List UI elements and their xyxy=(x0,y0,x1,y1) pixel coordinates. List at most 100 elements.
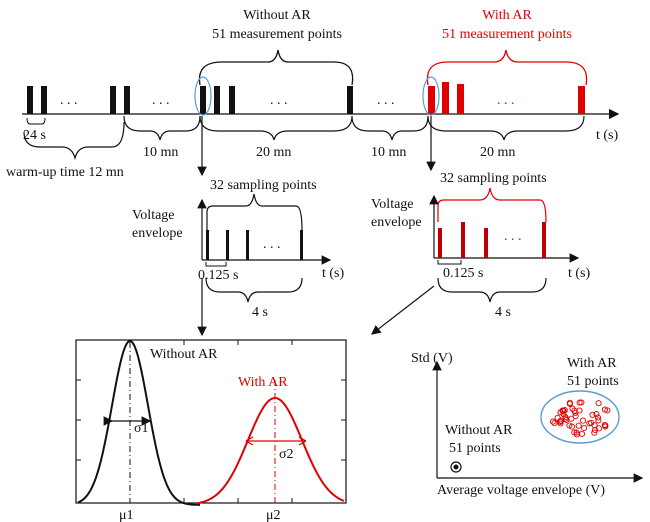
sample-bar xyxy=(246,230,249,260)
without-ar-cluster-title: Without AR xyxy=(445,423,513,438)
with-ar-curve-label: With AR xyxy=(238,375,288,390)
scatter-point xyxy=(573,431,580,438)
without-ar-title: Without AR xyxy=(243,8,311,23)
scatter-point xyxy=(572,413,579,420)
sample-bar xyxy=(438,228,442,258)
without-ar-cluster-points: 51 points xyxy=(449,441,501,456)
scatter-point xyxy=(591,422,598,429)
without-ar-brace xyxy=(198,49,354,86)
with-ar-brace xyxy=(426,49,588,86)
scatter-point xyxy=(575,422,582,429)
interval-24s-bracket xyxy=(26,117,46,125)
pulse xyxy=(347,86,353,114)
scatter-xlabel: Average voltage envelope (V) xyxy=(437,483,605,498)
right-interval: 0.125 s xyxy=(443,266,483,281)
scatter-point xyxy=(566,399,573,406)
pulse xyxy=(200,86,206,114)
scatter-point xyxy=(559,407,566,414)
pulse xyxy=(27,86,33,114)
ellipsis: . . . xyxy=(504,229,522,244)
pulse xyxy=(428,86,435,114)
ellipsis: . . . xyxy=(152,93,170,108)
pulse xyxy=(578,86,585,114)
gap1-brace xyxy=(123,115,201,141)
scatter-point xyxy=(557,418,564,425)
with-ar-cluster-ellipse xyxy=(540,390,620,444)
without-ar-pulses xyxy=(200,86,353,114)
right-ylabel-2: envelope xyxy=(371,215,422,230)
ellipsis: . . . xyxy=(377,93,395,108)
scatter-point xyxy=(578,399,585,406)
left-interval-bracket xyxy=(205,262,227,267)
without-ar-gaussian xyxy=(77,339,200,506)
dur2-brace xyxy=(427,115,585,141)
without-ar-cluster-ring xyxy=(450,461,462,473)
scatter-point xyxy=(601,406,608,413)
right-xlabel: t (s) xyxy=(568,266,591,281)
ellipsis: . . . xyxy=(497,93,515,108)
with-ar-cluster-title: With AR xyxy=(567,356,617,371)
ellipsis: . . . xyxy=(60,93,78,108)
first-pulse-highlight xyxy=(194,76,212,116)
scatter-point xyxy=(586,420,593,427)
with-ar-title: With AR xyxy=(482,8,532,23)
first-pulse-highlight xyxy=(422,76,440,116)
sample-bar xyxy=(484,228,488,258)
scatter-ylabel: Std (V) xyxy=(411,351,453,366)
scatter-point xyxy=(568,415,575,422)
pulse xyxy=(214,86,220,114)
with-ar-cluster-points: 51 points xyxy=(567,374,619,389)
scatter-point xyxy=(595,417,602,424)
scatter-point xyxy=(578,430,586,437)
scatter-point xyxy=(576,399,583,406)
timeline-axis-label: t (s) xyxy=(596,128,619,143)
top-timeline: Without AR 51 measurement points With AR… xyxy=(6,8,620,180)
dur2-label: 20 mn xyxy=(480,145,515,160)
right-sampling-label: 32 sampling points xyxy=(440,171,547,186)
without-ar-cluster-point xyxy=(453,464,459,470)
right-down-arrow xyxy=(371,285,435,335)
ellipsis: . . . xyxy=(270,93,288,108)
left-samples xyxy=(206,230,303,260)
scatter-point xyxy=(579,417,587,424)
pulse xyxy=(442,82,449,114)
dur1-brace xyxy=(199,115,353,141)
left-ylabel-1: Voltage xyxy=(132,208,175,223)
scatter-point xyxy=(581,424,588,432)
distribution-frame xyxy=(75,339,347,504)
scatter-point xyxy=(594,414,602,421)
right-envelope-plot: 32 sampling points Voltage envelope t (s… xyxy=(371,171,591,335)
gap2-brace xyxy=(351,115,429,141)
pulse xyxy=(110,86,116,114)
scatter-point xyxy=(593,411,600,418)
scatter-point xyxy=(595,425,602,432)
scatter-point xyxy=(595,400,602,407)
sample-bar xyxy=(226,230,229,260)
pulse xyxy=(457,84,464,114)
scatter-point xyxy=(551,420,558,427)
scatter-plot: Std (V) Average voltage envelope (V) Wit… xyxy=(411,351,644,498)
right-interval-bracket xyxy=(437,260,462,265)
sample-bar xyxy=(461,222,465,258)
left-envelope-plot: 32 sampling points Voltage envelope t (s… xyxy=(132,178,345,337)
warmup-brace xyxy=(23,121,125,161)
with-ar-points: 51 measurement points xyxy=(442,27,572,42)
distribution-plot: σ1 σ2 Without AR With AR μ1 μ2 xyxy=(75,339,347,522)
pulse xyxy=(124,86,130,114)
scatter-point xyxy=(591,426,599,434)
left-duration-brace xyxy=(205,277,303,303)
mu1-label: μ1 xyxy=(119,508,134,522)
pulse xyxy=(41,86,47,114)
right-sampling-brace xyxy=(437,187,547,223)
sigma2-arrowheads xyxy=(245,436,307,446)
left-duration: 4 s xyxy=(252,305,268,320)
scatter-point xyxy=(569,405,576,412)
left-sampling-brace xyxy=(206,193,303,231)
gap2-label: 10 mn xyxy=(371,145,406,160)
sample-bar xyxy=(206,230,209,260)
without-ar-curve-label: Without AR xyxy=(150,347,218,362)
scatter-point xyxy=(549,418,557,425)
interval-24s: 24 s xyxy=(23,128,46,143)
without-ar-points: 51 measurement points xyxy=(212,27,342,42)
